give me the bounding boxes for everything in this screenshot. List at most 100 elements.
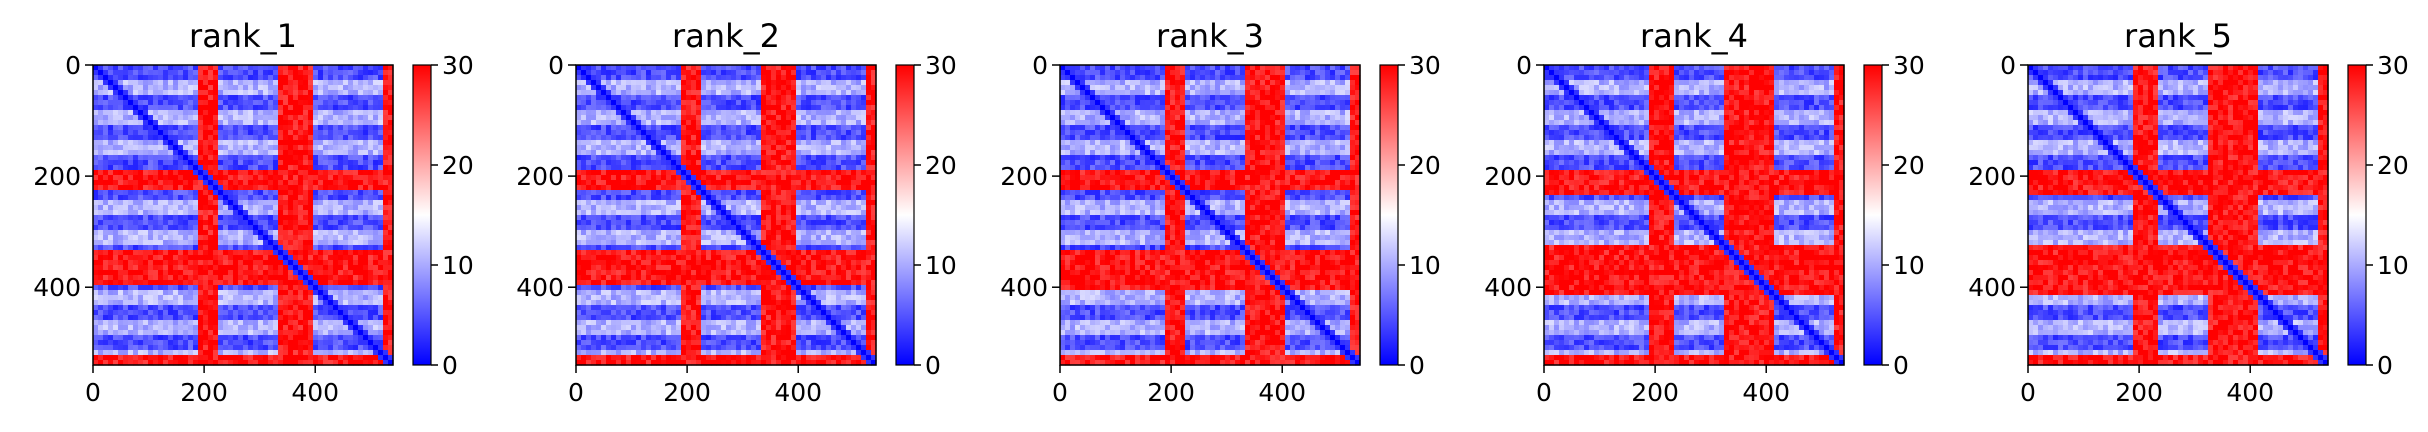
heatmap-cell [273,70,279,76]
heatmap-cell [278,65,284,71]
heatmap-cell [253,165,259,171]
heatmap-cell [383,175,389,181]
heatmap-cell [233,80,239,86]
heatmap-cell [268,105,274,111]
heatmap-cell [98,110,104,116]
heatmap-cell [233,180,239,186]
heatmap-cell [348,175,354,181]
heatmap-cell [293,175,299,181]
heatmap-cell [258,140,264,146]
heatmap-cell [203,110,209,116]
heatmap-cell [198,85,204,91]
heatmap-cell [243,90,249,96]
heatmap-cell [358,110,364,116]
heatmap-cell [323,105,329,111]
heatmap-cell [153,165,159,171]
heatmap-cell [203,175,209,181]
heatmap-cell [268,180,274,186]
heatmap-cell [248,140,254,146]
heatmap-cell [243,150,249,156]
heatmap-cell [298,100,304,106]
heatmap-cell [293,100,299,106]
heatmap-cell [233,145,239,151]
heatmap-cell [373,80,379,86]
heatmap-cell [223,140,229,146]
heatmap-cell [198,95,204,101]
heatmap-cell [288,105,294,111]
heatmap-cell [333,135,339,141]
heatmap-cell [348,145,354,151]
heatmap-cell [168,80,174,86]
heatmap-cell [303,150,309,156]
heatmap-cell [188,75,194,81]
heatmap-cell [118,75,124,81]
heatmap-cell [303,90,309,96]
heatmap-cell [158,135,164,141]
heatmap-cell [193,145,199,151]
heatmap-cell [133,95,139,101]
heatmap-cell [373,125,379,131]
heatmap-cell [298,130,304,136]
heatmap-cell [283,150,289,156]
heatmap-cell [263,125,269,131]
heatmap-cell [178,170,184,176]
heatmap-cell [168,85,174,91]
heatmap-cell [133,175,139,181]
heatmap-cell [303,65,309,71]
heatmap-cell [138,145,144,151]
heatmap-cell [273,85,279,91]
heatmap-cell [93,130,99,136]
heatmap-cell [158,150,164,156]
heatmap-cell [248,100,254,106]
heatmap-cell [248,155,254,161]
heatmap-cell [118,90,124,96]
heatmap-cell [183,70,189,76]
heatmap-cell [248,120,254,126]
heatmap-cell [198,165,204,171]
heatmap-cell [283,175,289,181]
heatmap-cell [378,100,384,106]
heatmap-cell [328,110,334,116]
heatmap-cell [133,150,139,156]
heatmap-cell [298,80,304,86]
heatmap-cell [118,135,124,141]
heatmap-cell [213,145,219,151]
heatmap-cell [123,125,129,131]
heatmap-cell [323,175,329,181]
heatmap-cell [108,95,114,101]
heatmap-cell [198,100,204,106]
heatmap-cell [178,175,184,181]
heatmap-cell [153,75,159,81]
heatmap-cell [363,155,369,161]
heatmap-cell [363,90,369,96]
heatmap-cell [278,105,284,111]
heatmap-cell [343,90,349,96]
heatmap-cell [188,110,194,116]
heatmap-cell [333,170,339,176]
heatmap-cell [313,175,319,181]
heatmap-cell [368,150,374,156]
heatmap-cell [123,135,129,141]
heatmap-cell [133,160,139,166]
heatmap-cell [93,125,99,131]
heatmap-cell [283,160,289,166]
heatmap-cell [143,95,149,101]
heatmap-cell [118,165,124,171]
heatmap-cell [238,80,244,86]
heatmap-cell [178,125,184,131]
heatmap-cell [323,120,329,126]
heatmap-cell [183,105,189,111]
heatmap-cell [243,65,249,71]
heatmap-cell [383,155,389,161]
heatmap-cell [178,115,184,121]
heatmap-cell [223,155,229,161]
heatmap-cell [148,70,154,76]
heatmap-cell [298,165,304,171]
heatmap-cell [108,100,114,106]
heatmap-cell [318,170,324,176]
heatmap-cell [193,120,199,126]
heatmap-cell [293,120,299,126]
heatmap-cell [198,110,204,116]
heatmap-cell [228,150,234,156]
heatmap-cell [168,125,174,131]
